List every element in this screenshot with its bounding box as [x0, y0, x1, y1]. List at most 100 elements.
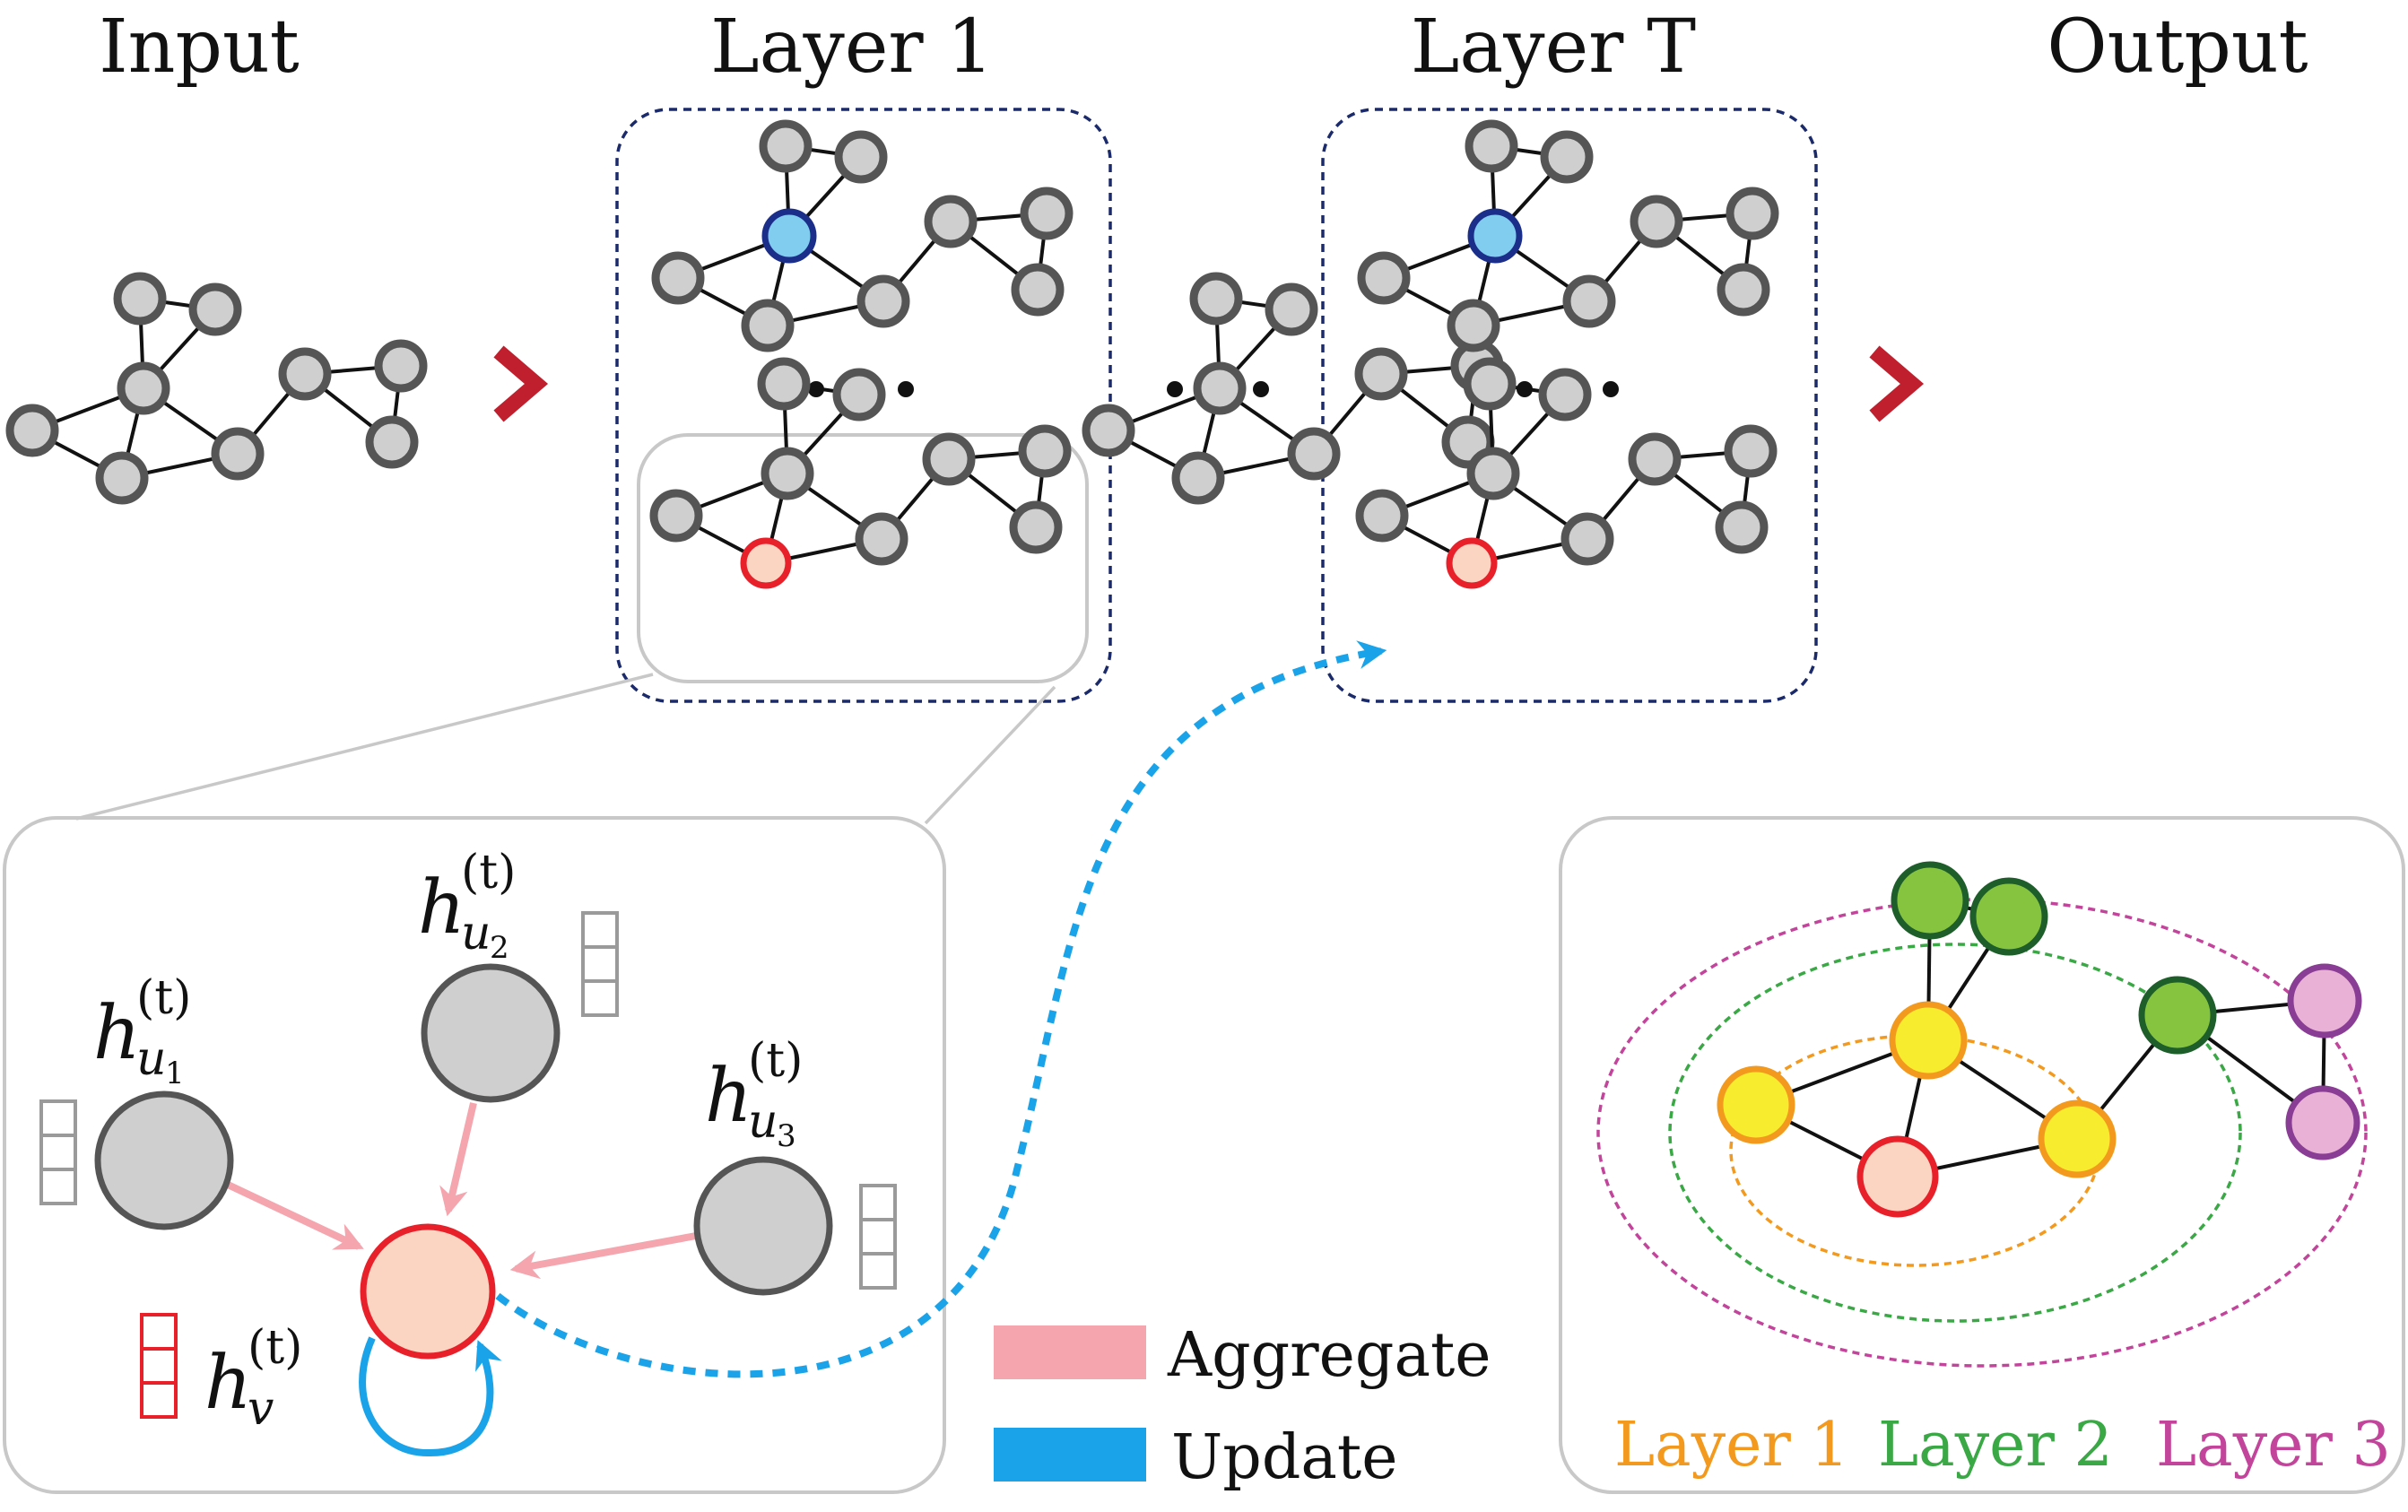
graph-node: [1357, 251, 1411, 305]
graph-node: [1726, 187, 1779, 240]
receptive-label-layer-2: Layer 2: [1878, 1410, 2113, 1481]
svg-text:(t): (t): [748, 1034, 803, 1088]
graph-node: [856, 274, 910, 328]
graph-node: [757, 357, 811, 411]
svg-text:3: 3: [777, 1118, 796, 1154]
graph-node: [1540, 130, 1594, 184]
title-output: Output: [2047, 4, 2308, 90]
graph-node: [832, 368, 886, 421]
receptive-node-yellow: [2038, 1099, 2117, 1178]
receptive-node-green: [1891, 861, 1969, 940]
graph-layer-t-bottom: [1355, 357, 1778, 589]
graph-node: [117, 361, 170, 415]
receptive-field-graph: [1717, 861, 2362, 1218]
receptive-node-green: [2138, 976, 2217, 1055]
graph-node: [1020, 187, 1074, 240]
aggregate-arrow: [224, 1180, 364, 1250]
graph-node: [1717, 263, 1770, 317]
aggregate-arrow: [439, 1102, 477, 1217]
graph-node: [1465, 119, 1518, 173]
graph-node: [211, 427, 265, 481]
graph-layer-1-bottom: [649, 357, 1072, 589]
graph-node: [1724, 424, 1778, 478]
receptive-label-layer-3: Layer 3: [2156, 1410, 2391, 1481]
graph-node: [1628, 432, 1682, 486]
graph-node: [1630, 195, 1683, 248]
graph-node-target: [740, 537, 792, 589]
receptive-node-target: [1856, 1135, 1939, 1218]
legend-aggregate-swatch: [994, 1325, 1146, 1379]
graph-node: [278, 347, 332, 401]
graph-node-highlight: [1467, 208, 1523, 264]
graph-node: [834, 130, 888, 184]
graph-node: [1715, 500, 1769, 554]
graph-node: [1354, 347, 1408, 401]
legend-update-swatch: [994, 1428, 1146, 1482]
graph-node: [1447, 299, 1500, 352]
zoom-line-right: [924, 685, 1056, 825]
neighbor-node-u3: [693, 1156, 833, 1296]
legend-update-label: Update: [1171, 1422, 1397, 1493]
graph-node: [1560, 512, 1614, 566]
graph-node: [1287, 427, 1341, 481]
feature-vector-u3: [859, 1184, 897, 1290]
math-label-h-u2: h (t) u 2: [418, 846, 516, 966]
neighbor-node-u1: [94, 1091, 234, 1230]
zoom-source-box: [637, 433, 1089, 683]
graph-node: [651, 251, 705, 305]
target-node-v: [360, 1223, 496, 1360]
graph-node: [1265, 282, 1318, 336]
update-propagation-arrow: [495, 640, 1387, 1378]
graph-node-highlight: [761, 208, 817, 264]
math-label-h-v: h (t) v: [204, 1321, 302, 1436]
graph-node: [1082, 404, 1135, 457]
svg-text:h: h: [418, 865, 465, 951]
receptive-node-pink: [2285, 1085, 2360, 1160]
svg-text:(t): (t): [248, 1321, 302, 1375]
graph-node: [1538, 368, 1592, 421]
chevron-right-icon: [1869, 345, 1925, 422]
feature-vector-v: [140, 1313, 178, 1419]
receptive-label-layer-1: Layer 1: [1614, 1410, 1849, 1481]
title-layer-1: Layer 1: [710, 4, 994, 90]
receptive-node-yellow: [1889, 1001, 1968, 1080]
graph-input: [5, 272, 428, 505]
graph-node: [1189, 272, 1243, 326]
graph-layer-1-top: [651, 119, 1074, 352]
graph-node: [188, 282, 242, 336]
math-label-h-u3: h (t) u 3: [705, 1034, 803, 1154]
graph-node: [1193, 361, 1247, 415]
receptive-node-yellow: [1717, 1065, 1795, 1144]
title-layer-t: Layer T: [1411, 4, 1696, 90]
graph-node: [855, 512, 908, 566]
graph-node: [649, 489, 703, 543]
receptive-node-green: [1969, 877, 2048, 956]
svg-text:u: u: [461, 907, 491, 960]
receptive-field-box: [1559, 816, 2405, 1494]
svg-text:(t): (t): [136, 971, 191, 1025]
svg-text:v: v: [248, 1382, 274, 1436]
graph-node: [95, 451, 149, 505]
update-self-loop-arrow: [359, 1336, 502, 1457]
svg-text:1: 1: [165, 1056, 185, 1091]
receptive-node-pink: [2287, 963, 2362, 1038]
graph-node: [1009, 500, 1063, 554]
graph-node: [374, 339, 428, 393]
chevron-right-icon: [493, 345, 549, 422]
svg-text:(t): (t): [461, 846, 516, 899]
graph-node: [1562, 274, 1616, 328]
graph-node: [1355, 489, 1409, 543]
neighbor-node-u2: [421, 963, 561, 1103]
graph-node: [1466, 447, 1520, 500]
feature-vector-u1: [39, 1099, 77, 1205]
graph-node: [924, 195, 978, 248]
math-label-h-u1: h (t) u 1: [93, 971, 191, 1091]
graph-node: [759, 119, 813, 173]
graph-node: [1011, 263, 1065, 317]
graph-node: [1171, 451, 1225, 505]
svg-text:2: 2: [490, 930, 509, 966]
graph-node: [761, 447, 814, 500]
receptive-ring-layer-3: [1596, 898, 2368, 1368]
